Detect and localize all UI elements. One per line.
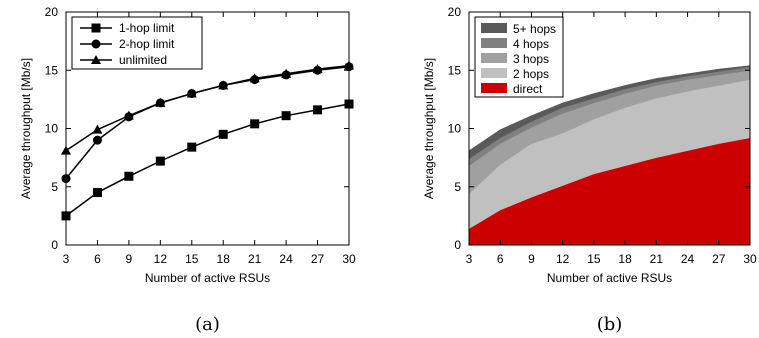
x-tick-label: 12: [556, 252, 570, 266]
subfigure-caption: (b): [597, 314, 623, 335]
chart-b-throughput-by-hop-count: 3 6 9 12 15 18 21 24 27 30 0 5 10 15 20 Number of activ…: [422, 5, 757, 335]
data-point-square: [344, 99, 354, 109]
legend-swatch: [481, 83, 507, 93]
x-tick-label: 15: [185, 252, 199, 266]
data-point-square: [250, 119, 260, 129]
data-point-triangle: [186, 88, 197, 98]
x-tick-label: 18: [217, 252, 231, 266]
legend-label: 3 hops: [513, 52, 549, 66]
legend-label: unlimited: [119, 53, 167, 67]
legend-swatch: [481, 53, 507, 63]
y-tick-label: 5: [454, 180, 461, 194]
x-tick-label: 18: [618, 252, 632, 266]
x-tick-label: 24: [279, 252, 293, 266]
y-tick-label: 10: [45, 122, 59, 136]
x-tick-label: 9: [126, 252, 133, 266]
legend-swatch: [481, 23, 507, 33]
legend-label: 2-hop limit: [119, 37, 175, 51]
data-point-square: [218, 129, 228, 139]
data-point-triangle: [281, 68, 292, 78]
x-tick-label: 21: [248, 252, 262, 266]
y-tick-label: 5: [51, 180, 58, 194]
data-point-triangle: [123, 110, 134, 120]
legend-swatch: [481, 38, 507, 48]
x-tick-label: 6: [497, 252, 504, 266]
x-tick-label: 24: [681, 252, 695, 266]
data-point-square: [124, 171, 134, 181]
data-point-square: [187, 142, 197, 152]
y-tick-label: 20: [45, 5, 59, 19]
legend-marker-triangle: [91, 55, 101, 64]
y-axis-label: Average throughput [Mb/s]: [422, 58, 436, 199]
data-point-square: [61, 211, 71, 221]
data-point-square: [155, 156, 165, 166]
data-point-triangle: [344, 60, 354, 70]
series-line-circle: [65, 66, 350, 180]
data-point-triangle: [155, 97, 166, 107]
legend-label: 2 hops: [513, 67, 549, 81]
data-point-triangle: [92, 124, 103, 134]
y-tick-label: 10: [448, 122, 462, 136]
data-point-square: [281, 111, 291, 121]
x-tick-label: 30: [342, 252, 356, 266]
series-line-triangle: [65, 64, 350, 152]
series-line-square: [65, 103, 350, 217]
legend-swatch: [481, 68, 507, 78]
y-tick-label: 15: [448, 63, 462, 77]
x-tick-label: 30: [743, 252, 757, 266]
x-tick-label: 27: [712, 252, 726, 266]
x-tick-label: 6: [94, 252, 101, 266]
x-axis-label: Number of active RSUs: [547, 271, 672, 285]
data-point-triangle: [249, 73, 260, 83]
y-axis-label: Average throughput [Mb/s]: [19, 58, 33, 199]
y-tick-label: 0: [454, 238, 461, 252]
data-point-triangle: [61, 145, 71, 155]
legend-label: direct: [513, 82, 543, 96]
legend-marker-circle: [91, 39, 101, 49]
x-tick-label: 3: [466, 252, 473, 266]
x-axis-label: Number of active RSUs: [145, 271, 270, 285]
legend-label: 1-hop limit: [119, 21, 175, 35]
data-point-triangle: [218, 80, 229, 90]
data-point-square: [92, 188, 102, 198]
y-tick-label: 20: [448, 5, 462, 19]
data-point-triangle: [312, 64, 323, 74]
x-tick-label: 21: [650, 252, 664, 266]
y-tick-label: 0: [51, 238, 58, 252]
subfigure-caption: (a): [195, 314, 220, 335]
x-tick-label: 9: [528, 252, 535, 266]
legend-label: 4 hops: [513, 37, 549, 51]
data-point-circle: [92, 135, 102, 145]
data-point-circle: [61, 174, 71, 184]
data-point-square: [313, 105, 323, 115]
x-tick-label: 12: [154, 252, 168, 266]
x-tick-label: 27: [311, 252, 325, 266]
legend-label: 5+ hops: [513, 22, 556, 36]
x-tick-label: 15: [587, 252, 601, 266]
legend-marker-square: [91, 23, 101, 33]
y-tick-label: 15: [45, 63, 59, 77]
x-tick-label: 3: [63, 252, 70, 266]
chart-a-throughput-by-hop-limit: 3 6 9 12 15 18 21 24 27 30 0 5 10 15 20 Number of activ…: [19, 5, 356, 335]
